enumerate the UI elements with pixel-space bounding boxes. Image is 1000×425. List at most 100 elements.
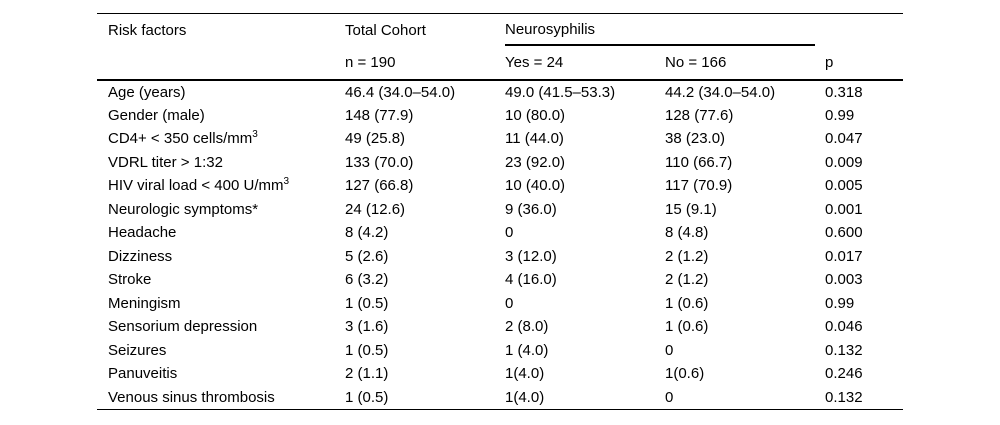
risk-factor-cell: Age (years) xyxy=(97,80,345,104)
neurosyphilis-no-cell: 0 xyxy=(665,388,674,406)
risk-factor-cell: Headache xyxy=(97,221,345,245)
neurosyphilis-yes-cell: 4 (16.0) xyxy=(505,271,557,289)
table-row: CD4+ < 350 cells/mm3 49 (25.8) 11 (44.0)… xyxy=(97,127,903,151)
col-subheader-empty xyxy=(97,46,345,81)
col-subheader-yes: Yes = 24 xyxy=(505,46,665,81)
table-row: Sensorium depression 3 (1.6) 2 (8.0) 1 (… xyxy=(97,315,903,339)
risk-factor-label: HIV viral load < 400 U/mm xyxy=(108,177,284,195)
table-row: Seizures 1 (0.5) 1 (4.0) 0 0.132 xyxy=(97,339,903,363)
table-row: Panuveitis 2 (1.1) 1(4.0) 1(0.6) 0.246 xyxy=(97,362,903,386)
neurosyphilis-no-cell: 1(0.6) xyxy=(665,365,705,383)
neurosyphilis-no-cell: 1 (0.6) xyxy=(665,318,709,336)
table-row: VDRL titer > 1:32 133 (70.0) 23 (92.0) 1… xyxy=(97,151,903,175)
neurosyphilis-no-cell: 110 (66.7) xyxy=(665,153,733,171)
risk-factor-label: Neurologic symptoms* xyxy=(108,200,259,218)
risk-factor-label: Seizures xyxy=(108,341,167,359)
table-row: Dizziness 5 (2.6) 3 (12.0) 2 (1.2) 0.017 xyxy=(97,245,903,269)
neurosyphilis-no-cell: 0 xyxy=(665,341,674,359)
neurosyphilis-no-cell: 15 (9.1) xyxy=(665,200,717,218)
table-row: Gender (male) 148 (77.9) 10 (80.0) 128 (… xyxy=(97,104,903,128)
table-row: Headache 8 (4.2) 0 8 (4.8) 0.600 xyxy=(97,221,903,245)
p-value-cell: 0.003 xyxy=(825,271,863,289)
neurosyphilis-no-cell: 117 (70.9) xyxy=(665,177,733,195)
risk-factor-cell: Meningism xyxy=(97,292,345,316)
risk-factor-cell: Venous sinus thrombosis xyxy=(97,386,345,410)
neurosyphilis-yes-cell: 0 xyxy=(505,224,514,242)
total-cohort-cell: 127 (66.8) xyxy=(345,177,414,195)
neurosyphilis-yes-cell: 3 (12.0) xyxy=(505,247,557,265)
neurosyphilis-no-cell: 44.2 (34.0–54.0) xyxy=(665,83,776,101)
risk-factor-cell: HIV viral load < 400 U/mm3 xyxy=(97,174,345,198)
neurosyphilis-yes-cell: 2 (8.0) xyxy=(505,318,549,336)
total-cohort-cell: 8 (4.2) xyxy=(345,224,389,242)
risk-factor-cell: Sensorium depression xyxy=(97,315,345,339)
risk-factors-table: Risk factors Total Cohort Neurosyphilis … xyxy=(97,13,904,410)
neurosyphilis-yes-cell: 0 xyxy=(505,294,514,312)
total-cohort-cell: 46.4 (34.0–54.0) xyxy=(345,83,456,101)
risk-factor-cell: Seizures xyxy=(97,339,345,363)
neurosyphilis-yes-cell: 49.0 (41.5–53.3) xyxy=(505,83,616,101)
total-cohort-cell: 1 (0.5) xyxy=(345,294,389,312)
total-cohort-cell: 49 (25.8) xyxy=(345,130,406,148)
table-row: Venous sinus thrombosis 1 (0.5) 1(4.0) 0… xyxy=(97,386,903,410)
risk-factor-label: Panuveitis xyxy=(108,365,178,383)
neurosyphilis-yes-cell: 1(4.0) xyxy=(505,388,545,406)
p-value-cell: 0.99 xyxy=(825,294,855,312)
col-header-total-cohort: Total Cohort xyxy=(345,21,426,39)
table-row: Meningism 1 (0.5) 0 1 (0.6) 0.99 xyxy=(97,292,903,316)
total-cohort-cell: 2 (1.1) xyxy=(345,365,389,383)
p-value-cell: 0.132 xyxy=(825,341,863,359)
neurosyphilis-yes-cell: 10 (80.0) xyxy=(505,106,566,124)
total-cohort-cell: 1 (0.5) xyxy=(345,341,389,359)
risk-factor-label: Gender (male) xyxy=(108,106,205,124)
col-subheader-no: No = 166 xyxy=(665,46,826,81)
p-value-cell: 0.017 xyxy=(825,247,863,265)
total-cohort-cell: 133 (70.0) xyxy=(345,153,414,171)
col-header-empty-spacer xyxy=(825,14,903,47)
total-cohort-cell: 3 (1.6) xyxy=(345,318,389,336)
table-header: Risk factors Total Cohort Neurosyphilis … xyxy=(97,14,904,81)
neurosyphilis-label: Neurosyphilis xyxy=(505,20,596,38)
total-cohort-cell: 5 (2.6) xyxy=(345,247,389,265)
p-value-cell: 0.001 xyxy=(825,200,863,218)
superscript: 3 xyxy=(252,129,258,141)
neurosyphilis-yes-cell: 1(4.0) xyxy=(505,365,545,383)
risk-factor-cell: Panuveitis xyxy=(97,362,345,386)
table-body: Age (years) 46.4 (34.0–54.0) 49.0 (41.5–… xyxy=(97,80,903,409)
p-value-cell: 0.009 xyxy=(825,153,863,171)
p-value-cell: 0.600 xyxy=(825,224,863,242)
risk-factor-label: Age (years) xyxy=(108,83,186,101)
risk-factors-table-container: Risk factors Total Cohort Neurosyphilis … xyxy=(97,13,904,410)
risk-factor-cell: CD4+ < 350 cells/mm3 xyxy=(97,127,345,151)
p-value-cell: 0.132 xyxy=(825,388,863,406)
risk-factor-label: Headache xyxy=(108,224,177,242)
risk-factor-cell: Stroke xyxy=(97,268,345,292)
neurosyphilis-no-cell: 2 (1.2) xyxy=(665,271,709,289)
total-cohort-cell: 148 (77.9) xyxy=(345,106,414,124)
p-value-cell: 0.246 xyxy=(825,365,863,383)
risk-factor-cell: Dizziness xyxy=(97,245,345,269)
col-header-risk-factors: Risk factors xyxy=(108,21,187,39)
total-cohort-cell: 1 (0.5) xyxy=(345,388,389,406)
risk-factor-cell: Neurologic symptoms* xyxy=(97,198,345,222)
table-row: Neurologic symptoms* 24 (12.6) 9 (36.0) … xyxy=(97,198,903,222)
risk-factor-label: Meningism xyxy=(108,294,181,312)
risk-factor-cell: Gender (male) xyxy=(97,104,345,128)
col-subheader-n-total: n = 190 xyxy=(345,46,505,81)
neurosyphilis-yes-cell: 11 (44.0) xyxy=(505,130,564,148)
p-value-cell: 0.046 xyxy=(825,318,863,336)
neurosyphilis-no-cell: 38 (23.0) xyxy=(665,130,726,148)
table-row: Stroke 6 (3.2) 4 (16.0) 2 (1.2) 0.003 xyxy=(97,268,903,292)
p-value-cell: 0.99 xyxy=(825,106,855,124)
p-value-cell: 0.047 xyxy=(825,130,863,148)
risk-factor-label: Venous sinus thrombosis xyxy=(108,388,275,406)
risk-factor-cell: VDRL titer > 1:32 xyxy=(97,151,345,175)
risk-factor-label: Dizziness xyxy=(108,247,173,265)
p-value-cell: 0.005 xyxy=(825,177,863,195)
neurosyphilis-no-cell: 2 (1.2) xyxy=(665,247,709,265)
superscript: 3 xyxy=(283,176,290,188)
total-cohort-cell: 6 (3.2) xyxy=(345,271,389,289)
header-row-groups: Risk factors Total Cohort Neurosyphilis xyxy=(97,14,903,47)
neurosyphilis-no-cell: 128 (77.6) xyxy=(665,106,734,124)
